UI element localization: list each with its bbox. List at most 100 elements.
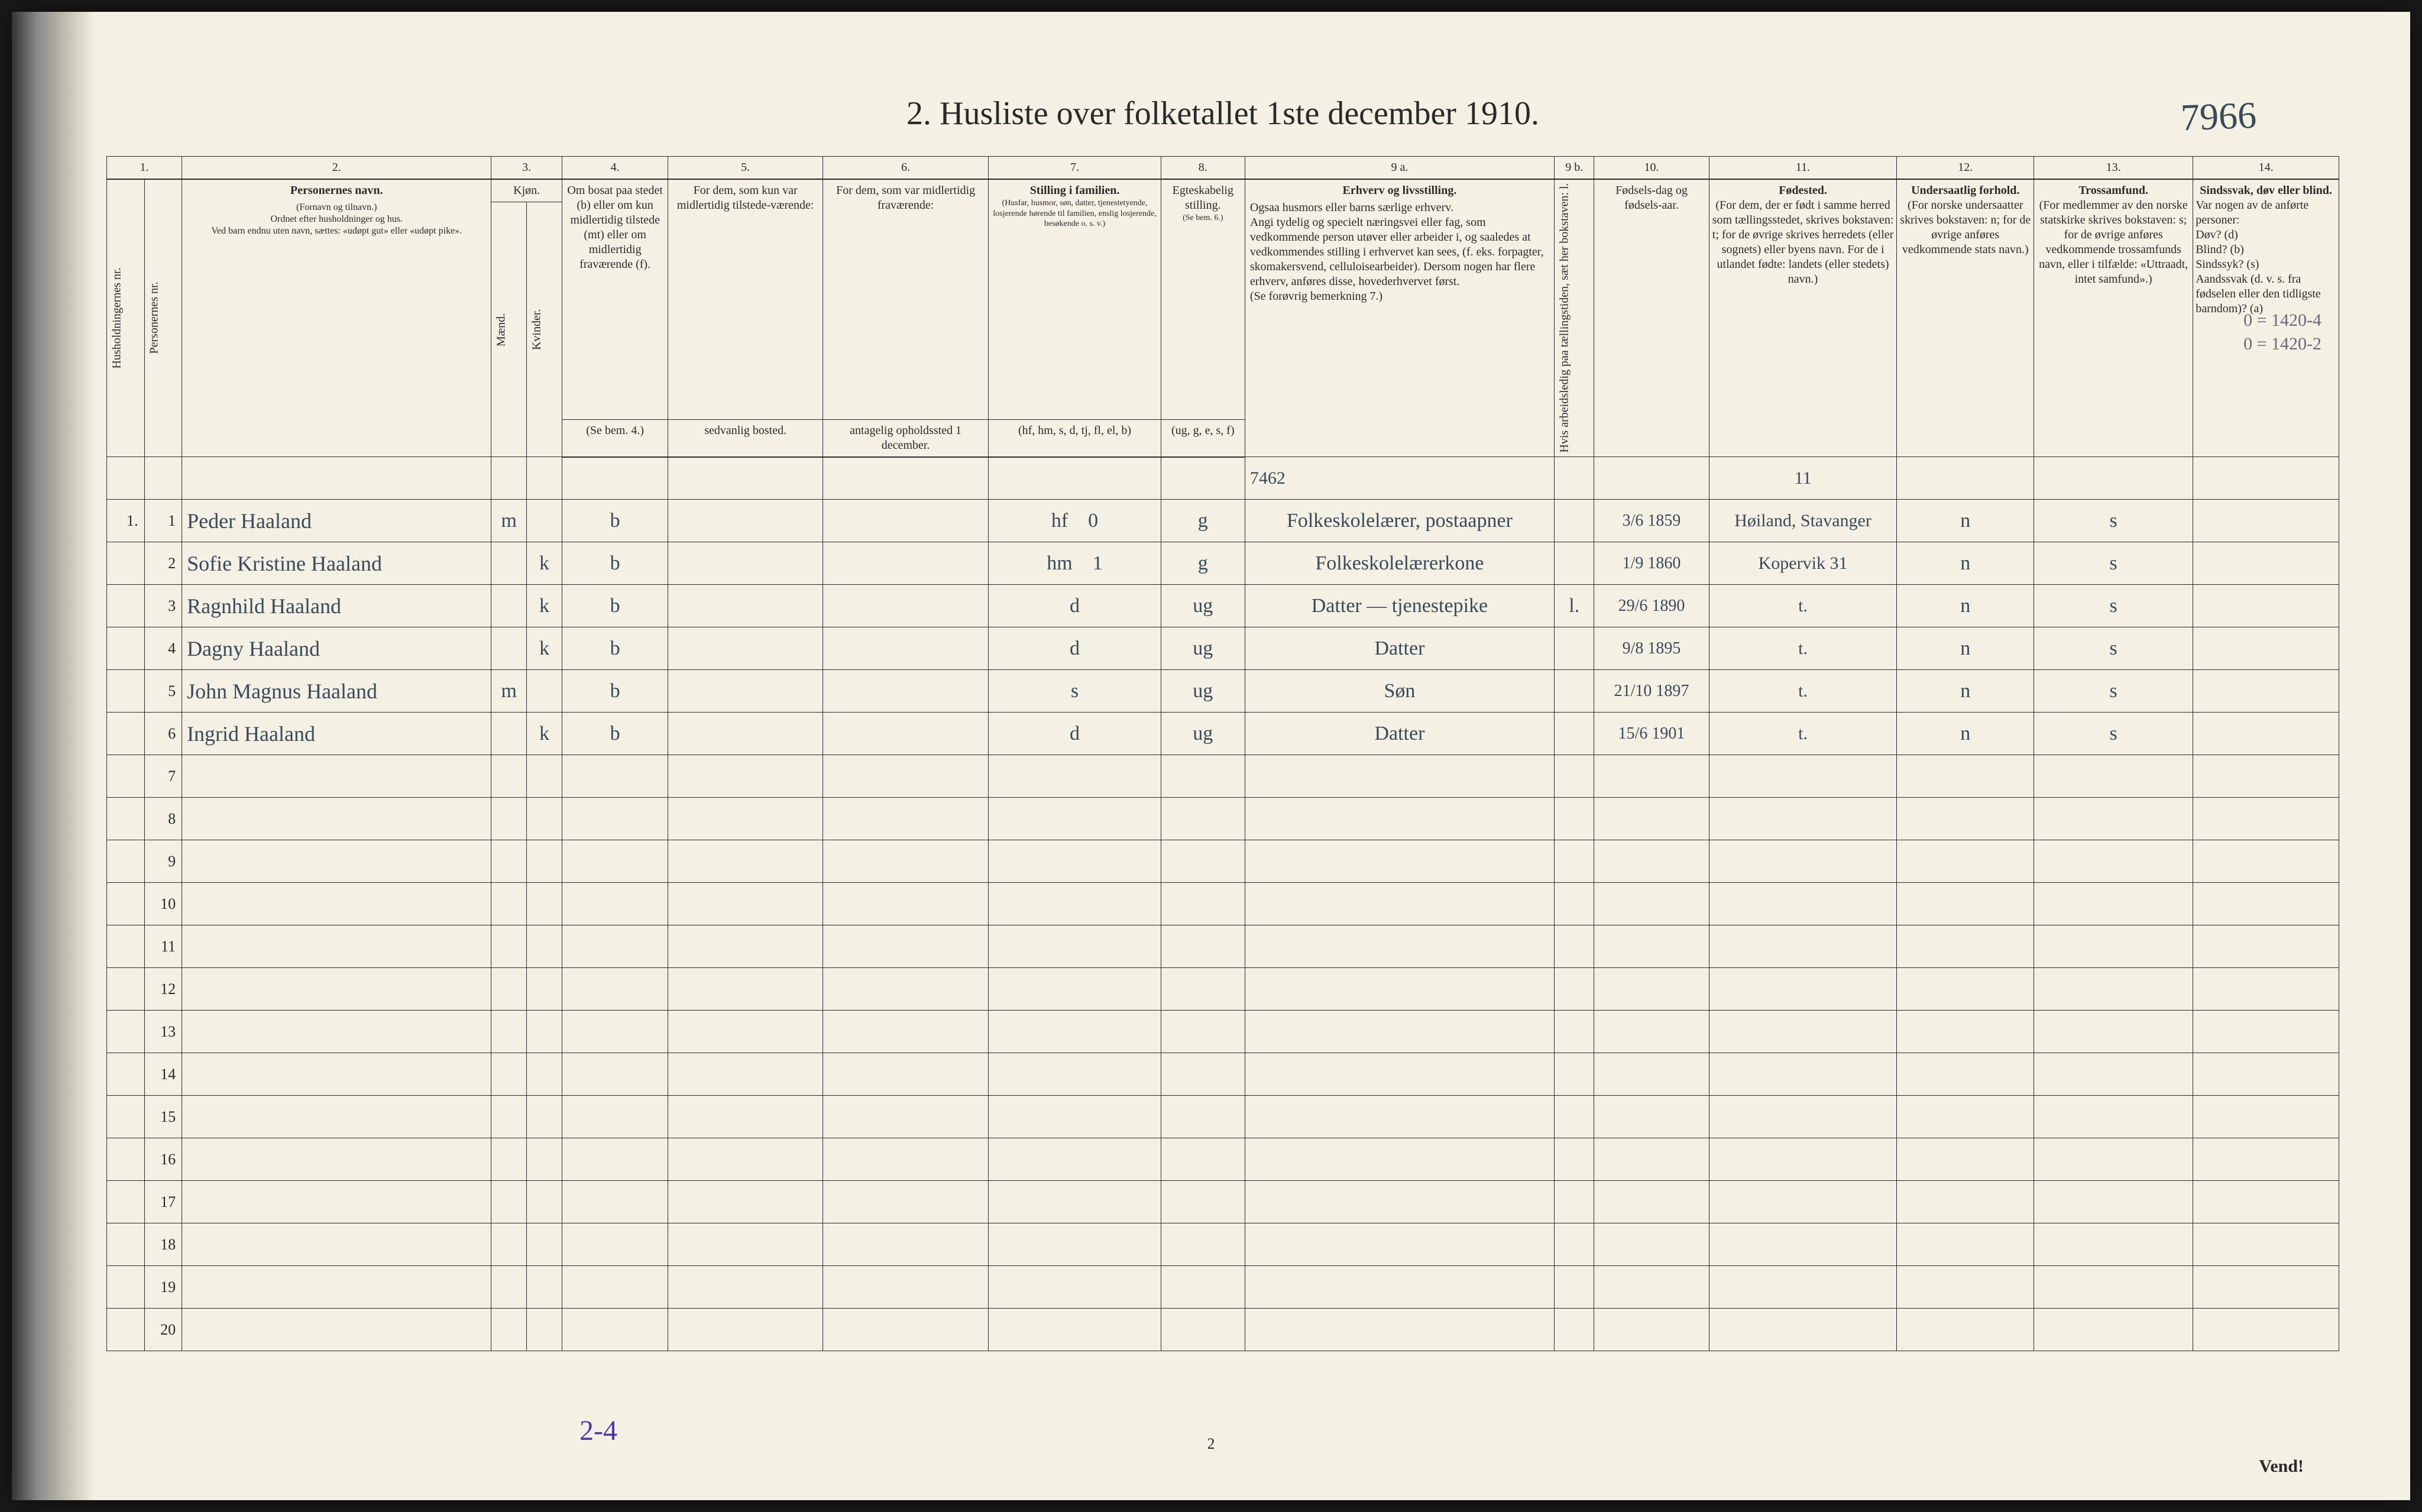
hdr-bosat: Om bosat paa stedet (b) eller om kun mid… — [562, 179, 668, 419]
cell-c6 — [823, 713, 988, 755]
cell-empty — [182, 755, 491, 798]
cell-empty — [1245, 1096, 1554, 1138]
cell-empty — [491, 840, 527, 883]
cell-empty — [1555, 1096, 1594, 1138]
colnum-12: 12. — [1897, 157, 2034, 180]
cell-c9b — [1555, 627, 1594, 670]
cell-empty — [668, 1011, 823, 1053]
colnum-7: 7. — [989, 157, 1161, 180]
cell-empty — [491, 925, 527, 968]
cell-empty — [989, 1096, 1161, 1138]
cell-sex-m: m — [491, 670, 527, 713]
cell-empty — [989, 840, 1161, 883]
cell-pn: 6 — [144, 713, 182, 755]
cell-c7: hf 0 — [989, 500, 1161, 542]
cell-empty — [1161, 1223, 1245, 1266]
hdr-tros-t: Trossamfund. — [2036, 183, 2190, 198]
cell-c14 — [2193, 670, 2339, 713]
cell-empty — [668, 1096, 823, 1138]
page-title: 2. Husliste over folketallet 1ste decemb… — [106, 95, 2339, 132]
cell-hh — [107, 1181, 145, 1223]
cell-empty — [491, 883, 527, 925]
cell-c10: 9/8 1895 — [1594, 627, 1709, 670]
cell-c6 — [823, 500, 988, 542]
cell-empty — [562, 1181, 668, 1223]
cell-c14 — [2193, 713, 2339, 755]
cell-empty — [1245, 840, 1554, 883]
cell-empty — [668, 1181, 823, 1223]
colnum-13: 13. — [2034, 157, 2193, 180]
cell-empty — [668, 883, 823, 925]
colnum-1: 1. — [107, 157, 182, 180]
cell-empty — [1709, 1223, 1897, 1266]
cell-empty — [823, 883, 988, 925]
cell-c5 — [668, 713, 823, 755]
cell-empty — [527, 968, 562, 1011]
cell-pn: 17 — [144, 1181, 182, 1223]
cell-c9b — [1555, 670, 1594, 713]
cell-empty — [491, 1181, 527, 1223]
cell-empty — [2034, 1011, 2193, 1053]
cell-empty — [1555, 1053, 1594, 1096]
cell-pn: 2 — [144, 542, 182, 585]
handwritten-page-ref: 7966 — [2180, 93, 2258, 140]
cell-empty — [491, 798, 527, 840]
cell-bosat: b — [562, 713, 668, 755]
cell-empty — [562, 840, 668, 883]
cell-empty — [562, 1223, 668, 1266]
cell-c11: t. — [1709, 627, 1897, 670]
cell-c12: n — [1897, 713, 2034, 755]
cell-c5 — [668, 627, 823, 670]
hdr-tros: Trossamfund. (For medlemmer av den norsk… — [2034, 179, 2193, 457]
cell-empty — [1594, 1309, 1709, 1351]
cell-empty — [2034, 1138, 2193, 1181]
cell-empty — [527, 1181, 562, 1223]
cell-empty — [562, 925, 668, 968]
hdr-maend: Mænd. — [491, 202, 527, 457]
colnum-10: 10. — [1594, 157, 1709, 180]
cell-name: Sofie Kristine Haaland — [182, 542, 491, 585]
cell-c5 — [668, 585, 823, 627]
cell-empty — [562, 883, 668, 925]
cell-empty — [2193, 840, 2339, 883]
hdr-arbeidsledig: Hvis arbeidsledig paa tællingstiden, sæt… — [1555, 179, 1594, 457]
cell-hh — [107, 883, 145, 925]
cell-empty — [668, 1053, 823, 1096]
cell-empty — [527, 1096, 562, 1138]
cell-empty — [1161, 1181, 1245, 1223]
colnum-5: 5. — [668, 157, 823, 180]
cell-empty — [562, 1138, 668, 1181]
cell-empty — [1709, 840, 1897, 883]
hdr-sinds-s: Var nogen av de anførte personer: Døv? (… — [2196, 198, 2336, 316]
cell-pn: 16 — [144, 1138, 182, 1181]
cell-empty — [182, 1223, 491, 1266]
hdr-name-sub: (Fornavn og tilnavn.) Ordnet efter husho… — [184, 202, 488, 237]
cell-empty — [182, 1181, 491, 1223]
hdr-undersaat-t: Undersaatlig forhold. — [1899, 183, 2031, 198]
cell-empty — [1555, 1181, 1594, 1223]
cell-pn: 8 — [144, 798, 182, 840]
cell-c5 — [668, 500, 823, 542]
table-row-empty: 9 — [107, 840, 2339, 883]
cell-empty — [823, 798, 988, 840]
margin-note-1: 0 = 1420-4 — [2243, 310, 2321, 331]
hdr-hh-nr: Husholdningernes nr. — [107, 179, 145, 457]
cell-empty — [2193, 798, 2339, 840]
cell-empty — [2034, 1266, 2193, 1309]
cell-empty — [2193, 1138, 2339, 1181]
cell-empty — [527, 1223, 562, 1266]
cell-empty — [1555, 1138, 1594, 1181]
cell-empty — [823, 1181, 988, 1223]
footer-handwritten: 2-4 — [579, 1414, 617, 1447]
cell-empty — [1594, 1266, 1709, 1309]
cell-empty — [2193, 1266, 2339, 1309]
cell-hh — [107, 925, 145, 968]
cell-c14 — [2193, 627, 2339, 670]
cell-empty — [491, 1223, 527, 1266]
cell-empty — [1555, 1266, 1594, 1309]
table-row: 1.1Peder Haalandmbhf 0gFolkeskolelærer, … — [107, 500, 2339, 542]
cell-c9a: Datter — [1245, 627, 1554, 670]
cell-empty — [2193, 1181, 2339, 1223]
hdr-undersaat-s: (For norske undersaatter skrives bokstav… — [1899, 198, 2031, 257]
cell-empty — [2034, 968, 2193, 1011]
